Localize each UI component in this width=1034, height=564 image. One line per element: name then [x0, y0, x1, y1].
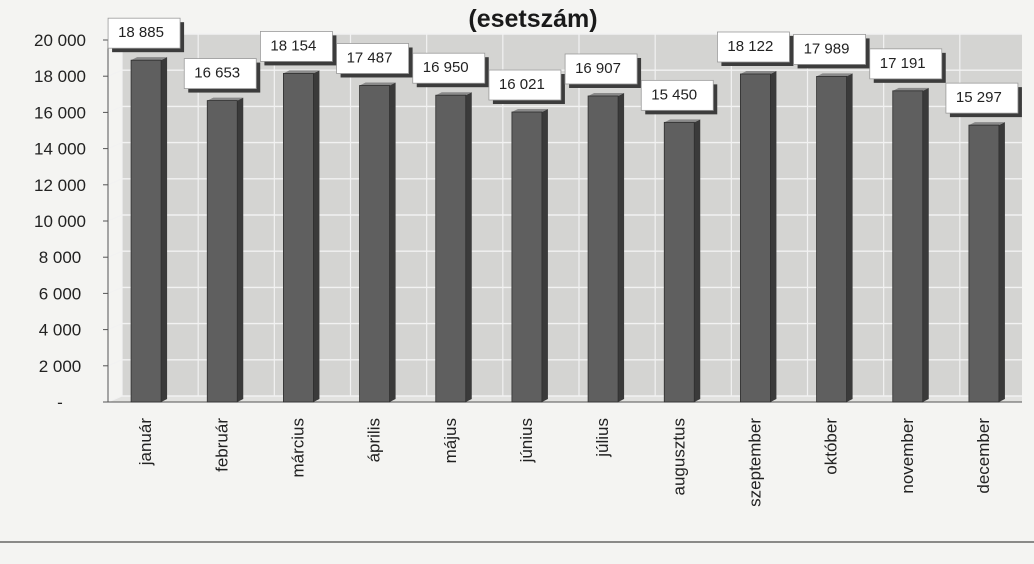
gridline-side — [107, 359, 123, 367]
bar-január — [130, 59, 162, 403]
x-category-label: március — [288, 418, 307, 478]
data-label: 16 907 — [575, 60, 621, 77]
data-label-box — [640, 79, 714, 111]
data-label-box — [336, 43, 409, 74]
bar-side — [998, 122, 1005, 402]
bar-top — [359, 82, 396, 86]
bar-side — [846, 73, 853, 402]
bar-top — [283, 70, 320, 74]
bar-side — [465, 92, 472, 402]
y-tick-label: 10 000 — [34, 212, 86, 231]
data-label: 15 450 — [651, 86, 697, 103]
bar-március — [283, 73, 314, 403]
data-label: 16 653 — [194, 65, 240, 82]
data-label: 17 191 — [880, 55, 926, 72]
bar-november — [892, 90, 924, 403]
bar-side — [313, 70, 320, 402]
bar-side — [618, 92, 625, 402]
bar-augusztus — [663, 121, 695, 403]
bar-side — [694, 119, 701, 402]
data-label-box — [260, 31, 333, 62]
bar-február — [206, 100, 238, 403]
y-tick-label: 2 000 — [39, 357, 82, 376]
x-category-label: december — [974, 418, 993, 494]
data-label-box — [793, 33, 866, 65]
y-tick-label: 8 000 — [39, 248, 82, 267]
y-tick-label: 12 000 — [34, 176, 86, 195]
bar-top — [588, 92, 625, 96]
x-category-label: július — [593, 418, 612, 458]
gridline-side — [107, 323, 123, 331]
x-category-label: szeptember — [745, 418, 764, 507]
gridline-side — [107, 286, 123, 294]
bar-side — [389, 82, 396, 403]
x-category-label: november — [898, 418, 917, 494]
y-tick-label: 6 000 — [39, 284, 82, 303]
x-category-label: október — [822, 418, 841, 475]
data-label: 18 122 — [727, 38, 773, 55]
bar-side — [922, 87, 929, 403]
gridline-side — [107, 69, 123, 77]
bar-side — [770, 70, 777, 403]
data-label-box — [412, 52, 486, 84]
data-label: 17 989 — [804, 40, 850, 57]
bar-december — [968, 124, 1000, 403]
x-category-label: május — [441, 418, 460, 463]
bar-október — [816, 75, 847, 403]
data-label-box — [488, 69, 562, 101]
data-label-box — [183, 58, 257, 89]
y-tick-label: 4 000 — [39, 321, 82, 340]
y-tick-label: 18 000 — [34, 67, 86, 86]
data-label-box — [564, 53, 638, 85]
bar-top — [816, 73, 853, 77]
bar-side — [541, 109, 548, 402]
bar-május — [435, 94, 467, 403]
x-category-label: augusztus — [669, 418, 688, 496]
plot-floor — [108, 396, 1022, 402]
data-label-box — [869, 48, 943, 80]
bar-top — [435, 92, 472, 96]
x-category-label: január — [136, 418, 155, 467]
bar-top — [968, 122, 1005, 126]
y-tick-label: 14 000 — [34, 140, 86, 159]
y-tick-label: - — [57, 393, 63, 412]
gridline-side — [107, 178, 123, 186]
gridline-side — [107, 214, 123, 222]
data-label: 15 297 — [956, 89, 1002, 106]
bar-top — [664, 119, 701, 123]
gridline-side — [107, 142, 123, 150]
data-label-box — [717, 31, 790, 63]
data-label: 17 487 — [347, 49, 393, 66]
data-label-box — [107, 17, 181, 49]
data-label: 18 154 — [270, 37, 316, 54]
bar-side — [161, 57, 168, 403]
y-tick-label: 20 000 — [34, 31, 86, 50]
data-label: 16 950 — [423, 59, 469, 76]
bar-június — [511, 111, 543, 403]
data-label-box — [945, 82, 1019, 114]
bar-top — [511, 109, 548, 113]
y-tick-label: 16 000 — [34, 103, 86, 122]
x-category-label: április — [365, 418, 384, 462]
chart-title: (esetszám) — [468, 5, 597, 33]
gridline-side — [107, 105, 123, 113]
bar-top — [131, 57, 168, 61]
gridline-side — [107, 250, 123, 258]
bar-top — [740, 70, 777, 74]
bar-side — [237, 97, 244, 403]
x-category-label: június — [517, 418, 536, 463]
data-label: 18 885 — [118, 24, 164, 41]
x-category-label: február — [212, 418, 231, 472]
bar-szeptember — [740, 73, 771, 403]
bar-július — [587, 95, 619, 403]
bar-április — [359, 85, 390, 403]
bar-top — [892, 87, 929, 91]
data-label: 16 021 — [499, 76, 545, 93]
gridline-side — [107, 395, 123, 403]
bar-top — [207, 97, 244, 101]
bottom-border-line — [0, 541, 1034, 543]
